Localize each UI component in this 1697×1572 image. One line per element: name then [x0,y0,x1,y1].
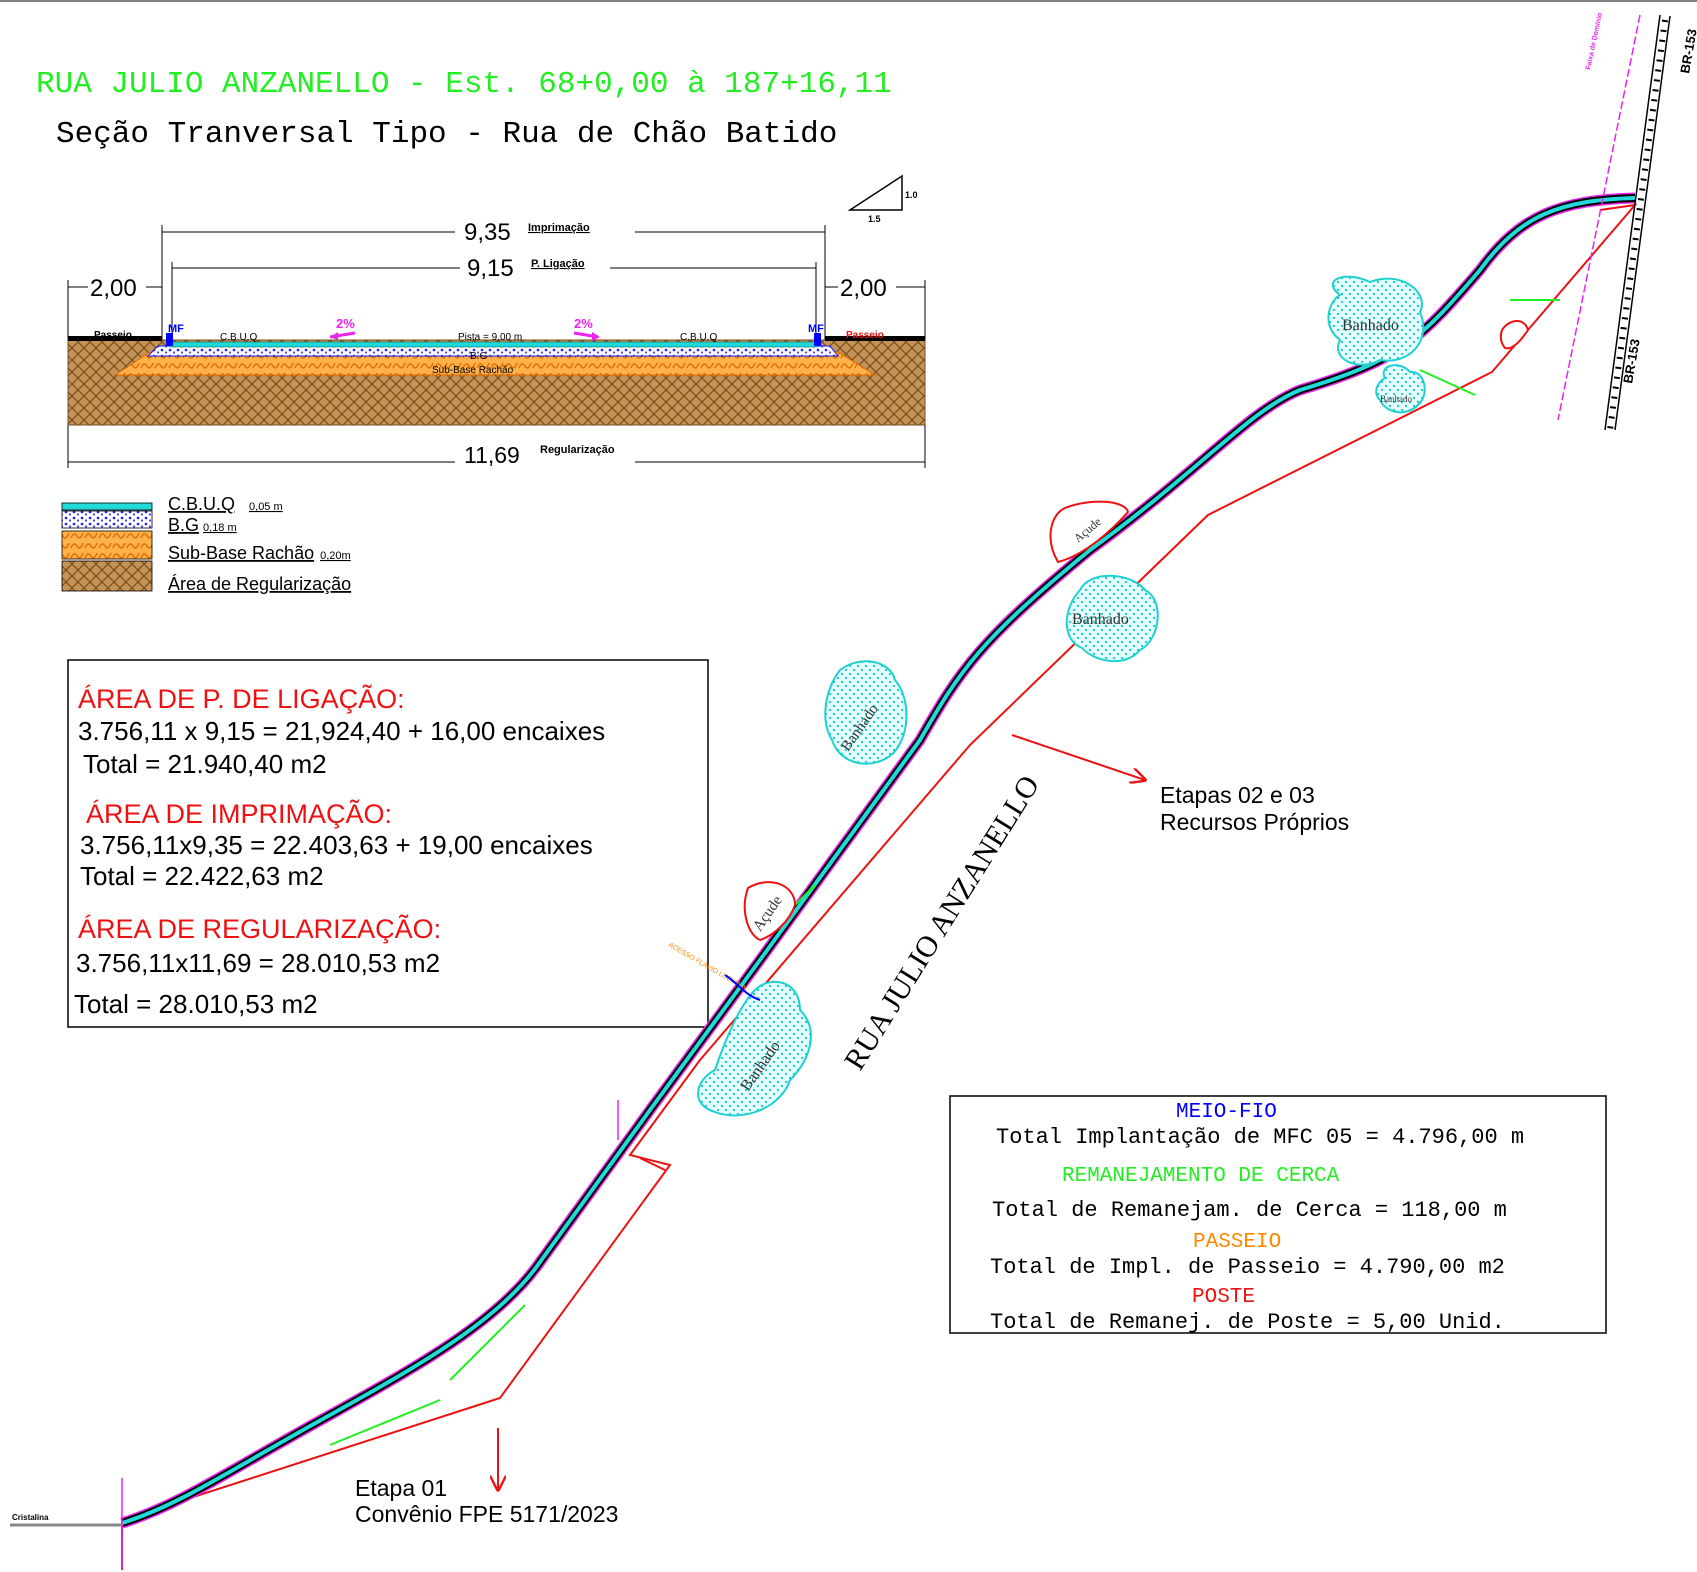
passeio-title: PASSEIO [1193,1231,1281,1254]
etapa-01-line1: Etapa 01 [355,1475,447,1501]
meio-fio-right [814,333,821,346]
meio-fio-title: MEIO-FIO [1176,1101,1277,1124]
faixa-dominio-label: Faixa de Domínio [1585,12,1604,70]
legend-swatch-regularizacao [61,560,153,592]
br153-label-top: BR-153 [1677,28,1697,75]
legend-bg-thickness: 0,18 m [203,522,237,534]
banhado-5: Banhado [697,980,812,1117]
br153-highway: BR-153 BR-153 Faixa de Domínio [1557,12,1697,431]
cristalina-label: Cristalina [12,1513,49,1522]
banhado-3: Banhado [1065,574,1159,663]
dim-imprimacao-value: 9,35 [464,219,511,246]
mf-right-label: MF [808,323,824,335]
banhado-1: Banhado [1327,275,1425,366]
area-regularizacao-title: ÁREA DE REGULARIZAÇÃO: [78,913,441,944]
passeio-left [68,336,162,341]
drawing-subtitle: Seção Tranversal Tipo - Rua de Chão Bati… [56,117,837,152]
area-imprimacao-total: Total = 22.422,63 m2 [80,861,324,891]
legend-label: Sub-Base Rachão 0,20m [168,543,351,563]
br153-label-bottom: BR-153 [1620,338,1643,385]
cbuq-left-label: C.B.U.Q [220,332,257,343]
legend-rachao-thickness: 0,20m [320,550,351,562]
etapa-boundary [121,203,1638,1570]
bg-label: B.G [470,351,487,362]
area-ligacao-total: Total = 21.940,40 m2 [83,749,327,779]
dim-imprimacao-label: Imprimação [528,222,590,234]
etapas-02-03-line2: Recursos Próprios [1160,809,1349,835]
slope-right-arrowhead [592,332,600,341]
bg-layer [146,345,840,357]
legend-swatch-bg [61,510,153,529]
legend-label: Área de Regularização [168,574,351,594]
legend-swatch-cbuq [61,502,153,511]
area-imprimacao-calc: 3.756,11x9,35 = 22.403,63 + 19,00 encaix… [80,830,593,860]
slope-vertical-label: 1.0 [905,190,918,200]
dim-ligacao-label: P. Ligação [531,258,585,270]
passeio-right-label: Passeio [846,330,884,341]
legend-label: C.B.U.Q 0,05 m [168,494,283,514]
meio-fio-total: Total Implantação de MFC 05 = 4.796,00 m [996,1125,1524,1150]
slope-horizontal-label: 1.5 [868,214,881,224]
drawing-title: RUA JULIO ANZANELLO - Est. 68+0,00 à 187… [36,67,892,102]
site-map: Banhado Banhado Banhado Banhado Banhado … [10,12,1697,1570]
banhado-4: Banhado [824,660,908,765]
acude-1: Açude [1049,500,1130,564]
layer-legend: C.B.U.Q 0,05 m B.G 0,18 m Sub-Base Rachão 0… [61,494,351,594]
pista-label: Pista = 9,00 m [458,332,522,343]
slope-left-arrowhead [330,332,338,340]
cbuq-right-label: C.B.U.Q [680,332,717,343]
area-ligacao-calc: 3.756,11 x 9,15 = 21,924,40 + 16,00 enca… [78,716,605,746]
poste-total: Total de Remanej. de Poste = 5,00 Unid. [990,1310,1505,1335]
etapas-02-03-line1: Etapas 02 e 03 [1160,782,1315,808]
subbase-layer [113,351,877,376]
subbase-label: Sub-Base Rachão [432,365,514,376]
dim-left: 2,00 [90,275,137,302]
fence-segments [329,299,1560,1446]
slope-triangle [847,174,903,211]
area-box: ÁREA DE P. DE LIGAÇÃO: 3.756,11 x 9,15 =… [67,659,709,1028]
legend-label: B.G 0,18 m [168,515,237,535]
passeio-left-label: Passeio [94,330,132,341]
dim-regularizacao-value: 11,69 [464,442,520,468]
meio-fio-left [166,333,173,346]
cross-section: 1.0 1.5 9,35 Imprimação 9,15 P. Ligação … [67,174,926,472]
totals-box: MEIO-FIO Total Implantação de MFC 05 = 4… [949,1095,1607,1335]
cerca-total: Total de Remanejam. de Cerca = 118,00 m [992,1198,1507,1223]
legend-cbuq-name: C.B.U.Q [168,494,235,514]
dim-regularizacao-label: Regularização [540,444,615,456]
legend-cbuq-thickness: 0,05 m [249,501,283,513]
mf-left-label: MF [168,323,184,335]
slope-left-label: 2% [336,316,355,331]
banhado-2: Banhado [1375,364,1426,414]
passeio-right [825,336,925,341]
area-ligacao-title: ÁREA DE P. DE LIGAÇÃO: [78,683,405,714]
area-imprimacao-title: ÁREA DE IMPRIMAÇÃO: [86,798,392,829]
area-regularizacao-total: Total = 28.010,53 m2 [74,989,318,1019]
poste-title: POSTE [1192,1286,1255,1309]
banhado-label: Banhado [1072,611,1129,628]
dim-right: 2,00 [840,275,887,302]
legend-rachao-name: Sub-Base Rachão [168,543,314,563]
legend-bg-name: B.G [168,515,199,535]
banhado-label-small: Banhado [1380,394,1412,404]
acude-3 [1499,320,1530,350]
acude-2: Açude [743,881,797,942]
banhado-label: Banhado [1342,317,1399,334]
slope-right-label: 2% [574,316,593,331]
dim-ligacao-value: 9,15 [467,255,514,282]
passeio-total: Total de Impl. de Passeio = 4.790,00 m2 [990,1255,1505,1280]
area-regularizacao-calc: 3.756,11x11,69 = 28.010,53 m2 [76,948,440,978]
legend-swatch-rachao [61,530,153,560]
cerca-title: REMANEJAMENTO DE CERCA [1062,1165,1340,1188]
etapa-01-line2: Convênio FPE 5171/2023 [355,1501,618,1527]
